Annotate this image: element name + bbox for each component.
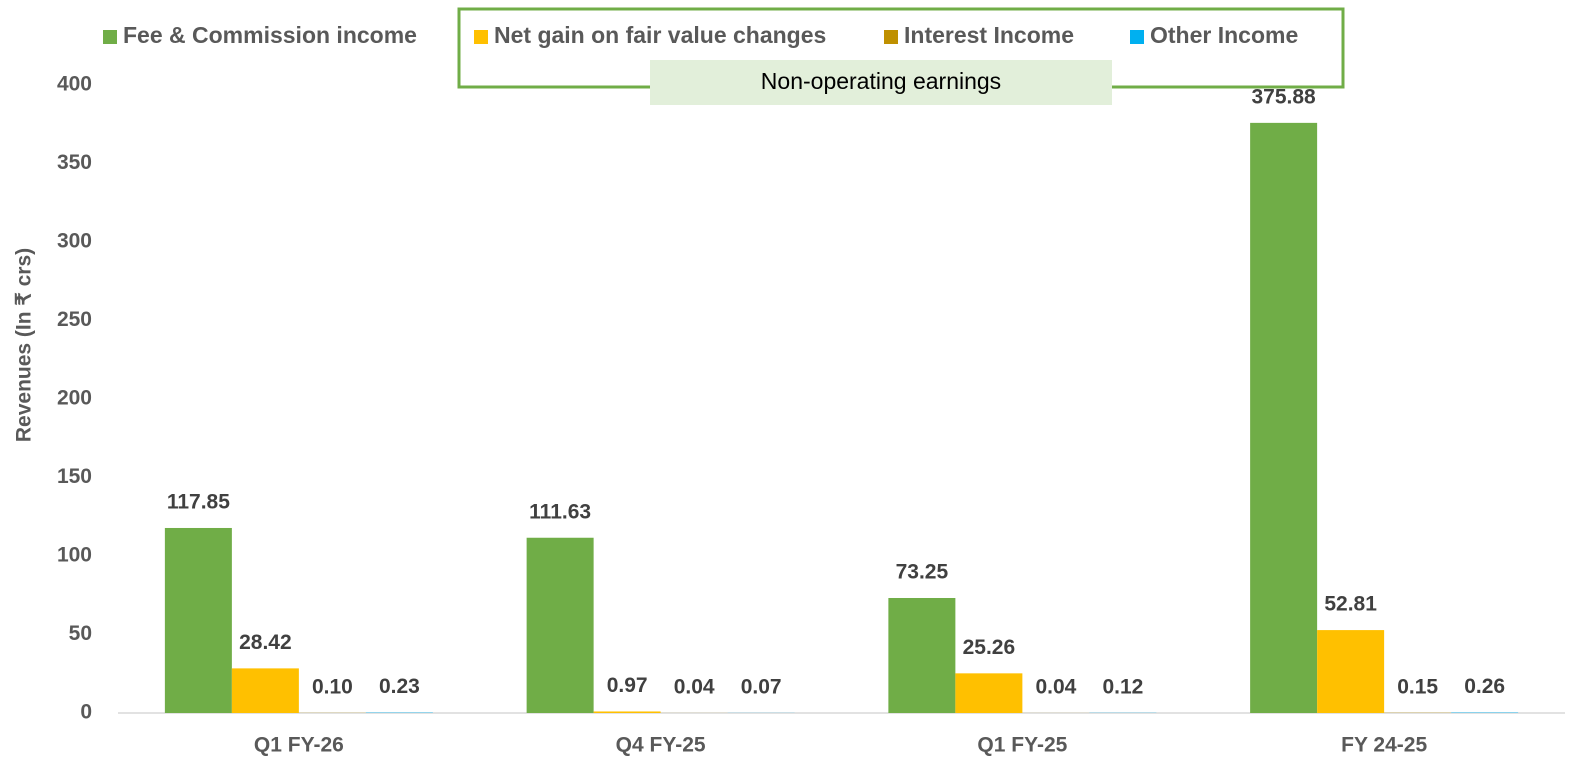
bar	[955, 673, 1023, 713]
data-label: 0.97	[607, 674, 648, 697]
annotation: Non-operating earnings	[761, 68, 1001, 94]
data-label: 0.26	[1464, 675, 1505, 698]
y-axis-title: Revenues (In ₹ crs)	[13, 248, 36, 442]
data-label: 0.12	[1102, 675, 1143, 698]
legend-swatch	[474, 30, 488, 44]
bar	[888, 597, 956, 713]
data-label: 375.88	[1252, 85, 1317, 108]
data-label: 0.15	[1397, 675, 1438, 698]
y-tick-label: 100	[57, 544, 92, 567]
y-tick-label: 300	[57, 230, 92, 253]
x-tick-label: Q4 FY-25	[616, 734, 706, 757]
x-tick-label: Q1 FY-25	[977, 734, 1067, 757]
data-label: 0.07	[741, 675, 782, 698]
legend-label: Fee & Commission income	[123, 22, 417, 48]
data-label: 0.10	[312, 675, 353, 698]
data-label: 0.04	[674, 675, 715, 698]
bar	[1250, 122, 1318, 713]
data-label: 0.23	[379, 675, 420, 698]
data-label: 52.81	[1324, 593, 1377, 616]
y-tick-label: 350	[57, 151, 92, 174]
annotation-box	[650, 60, 1112, 105]
legend-swatch	[884, 30, 898, 44]
data-label: 111.63	[529, 500, 591, 523]
legend-swatch	[103, 30, 117, 44]
legend-label: Net gain on fair value changes	[494, 22, 826, 48]
data-label: 28.42	[239, 631, 292, 654]
legend-label: Interest Income	[904, 22, 1074, 48]
data-label: 117.85	[167, 491, 230, 514]
y-tick-label: 50	[69, 622, 92, 645]
bar	[164, 527, 232, 713]
bar	[526, 537, 594, 713]
x-tick-label: FY 24-25	[1341, 734, 1427, 757]
data-label: 73.25	[896, 561, 949, 584]
bar	[593, 711, 661, 713]
y-tick-label: 400	[57, 73, 92, 96]
y-tick-label: 150	[57, 465, 92, 488]
y-tick-label: 200	[57, 387, 92, 410]
y-tick-label: 0	[80, 701, 92, 724]
y-tick-label: 250	[57, 308, 92, 331]
legend-label: Other Income	[1150, 22, 1298, 48]
bar	[231, 668, 299, 713]
data-label: 25.26	[963, 636, 1016, 659]
bar	[1317, 630, 1385, 713]
x-tick-label: Q1 FY-26	[254, 734, 344, 757]
legend-swatch	[1130, 30, 1144, 44]
data-label: 0.04	[1035, 675, 1076, 698]
